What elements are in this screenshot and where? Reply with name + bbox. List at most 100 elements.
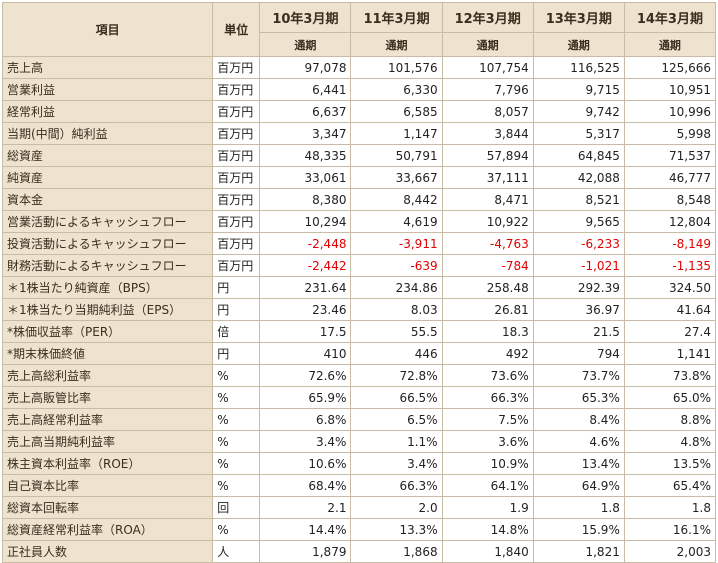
value-cell: 10,922	[441, 210, 534, 233]
value-cell: 794	[532, 342, 625, 365]
row-unit: %	[212, 452, 261, 475]
value-cell: 410	[259, 342, 352, 365]
row-label: 営業活動によるキャッシュフロー	[1, 210, 214, 233]
period-header: 11年3月期	[350, 2, 443, 33]
period-type-header: 通期	[623, 32, 717, 57]
row-unit: 円	[212, 342, 261, 365]
value-cell: 258.48	[441, 276, 534, 299]
row-label: 総資産	[1, 144, 214, 167]
value-cell: 9,742	[532, 100, 625, 123]
value-cell: 1,141	[623, 342, 717, 365]
row-unit: 円	[212, 276, 261, 299]
value-cell: 4.6%	[532, 430, 625, 453]
period-type-header: 通期	[532, 32, 625, 57]
value-cell: 9,565	[532, 210, 625, 233]
value-cell: 64.9%	[532, 474, 625, 497]
period-type-header: 通期	[259, 32, 352, 57]
value-cell: 7,796	[441, 78, 534, 101]
value-cell: 1.9	[441, 496, 534, 519]
value-cell: 3,347	[259, 122, 352, 145]
value-cell: 1,840	[441, 540, 534, 563]
value-cell: 8.8%	[623, 408, 717, 431]
value-cell: 8.03	[350, 298, 443, 321]
row-unit: 円	[212, 298, 261, 321]
value-cell: 8,521	[532, 188, 625, 211]
value-cell: -6,233	[532, 232, 625, 255]
value-cell: 97,078	[259, 56, 352, 79]
table-row: 営業活動によるキャッシュフロー 百万円 10,294 4,619 10,922 9,565…	[1, 210, 717, 233]
table-row: 総資産経常利益率（ROA）% 14.4% 13.3% 14.8% 15.9% 16.1%	[1, 518, 717, 541]
row-unit: 百万円	[212, 144, 261, 167]
table-row: 営業利益 百万円 6,441 6,330 7,796 9,715 10,951	[1, 78, 717, 101]
value-cell: 37,111	[441, 166, 534, 189]
value-cell: 64.1%	[441, 474, 534, 497]
value-cell: 9,715	[532, 78, 625, 101]
value-cell: 1.1%	[350, 430, 443, 453]
value-cell: 324.50	[623, 276, 717, 299]
value-cell: 1,868	[350, 540, 443, 563]
value-cell: -2,442	[259, 254, 352, 277]
value-cell: 55.5	[350, 320, 443, 343]
table-row: 売上高 百万円 97,078 101,576 107,754 116,525 125,666	[1, 56, 717, 79]
value-cell: 65.3%	[532, 386, 625, 409]
table-row: 売上高経常利益率% 6.8% 6.5% 7.5% 8.4% 8.8%	[1, 408, 717, 431]
value-cell: 42,088	[532, 166, 625, 189]
table-row: 財務活動によるキャッシュフロー 百万円 -2,442 -639 -784 -1,021 -1…	[1, 254, 717, 277]
value-cell: 14.8%	[441, 518, 534, 541]
table-row: 株主資本利益率（ROE）% 10.6% 3.4% 10.9% 13.4% 13.5%	[1, 452, 717, 475]
value-cell: -639	[350, 254, 443, 277]
value-cell: 65.9%	[259, 386, 352, 409]
value-cell: 17.5	[259, 320, 352, 343]
row-unit: %	[212, 518, 261, 541]
row-unit: 百万円	[212, 166, 261, 189]
value-cell: 1,879	[259, 540, 352, 563]
value-cell: 3.4%	[350, 452, 443, 475]
row-label: 資本金	[1, 188, 214, 211]
value-cell: 6,330	[350, 78, 443, 101]
row-unit: %	[212, 364, 261, 387]
row-unit: %	[212, 474, 261, 497]
value-cell: 234.86	[350, 276, 443, 299]
value-cell: 13.5%	[623, 452, 717, 475]
value-cell: 3.4%	[259, 430, 352, 453]
row-unit: %	[212, 430, 261, 453]
value-cell: 73.7%	[532, 364, 625, 387]
value-cell: -1,021	[532, 254, 625, 277]
row-label: *期末株価終値	[1, 342, 214, 365]
table-row: *株価収益率（PER）倍 17.5 55.5 18.3 21.5 27.4	[1, 320, 717, 343]
table-row: 総資本回転率回 2.1 2.0 1.9 1.8 1.8	[1, 496, 717, 519]
value-cell: 107,754	[441, 56, 534, 79]
value-cell: 23.46	[259, 298, 352, 321]
row-unit: 百万円	[212, 232, 261, 255]
row-unit: 百万円	[212, 188, 261, 211]
period-type-header: 通期	[441, 32, 534, 57]
value-cell: 13.3%	[350, 518, 443, 541]
value-cell: 33,061	[259, 166, 352, 189]
value-cell: -2,448	[259, 232, 352, 255]
row-label: 自己資本比率	[1, 474, 214, 497]
value-cell: 10,951	[623, 78, 717, 101]
value-cell: 48,335	[259, 144, 352, 167]
value-cell: 26.81	[441, 298, 534, 321]
row-unit: 百万円	[212, 210, 261, 233]
value-cell: 446	[350, 342, 443, 365]
row-label: 財務活動によるキャッシュフロー	[1, 254, 214, 277]
value-cell: 5,317	[532, 122, 625, 145]
value-cell: 73.6%	[441, 364, 534, 387]
value-cell: 71,537	[623, 144, 717, 167]
value-cell: 27.4	[623, 320, 717, 343]
value-cell: 6,585	[350, 100, 443, 123]
table-row: 経常利益 百万円 6,637 6,585 8,057 9,742 10,996	[1, 100, 717, 123]
value-cell: 16.1%	[623, 518, 717, 541]
value-cell: 4,619	[350, 210, 443, 233]
row-label: ＊1株当たり当期純利益（EPS）	[1, 298, 214, 321]
value-cell: 8,548	[623, 188, 717, 211]
value-cell: 116,525	[532, 56, 625, 79]
period-header: 10年3月期	[259, 2, 352, 33]
value-cell: 292.39	[532, 276, 625, 299]
table-row: 資本金 百万円 8,380 8,442 8,471 8,521 8,548	[1, 188, 717, 211]
table-row: ＊1株当たり当期純利益（EPS）円 23.46 8.03 26.81 36.97 41.6…	[1, 298, 717, 321]
value-cell: 10,294	[259, 210, 352, 233]
table-body: 売上高 百万円 97,078 101,576 107,754 116,525 125,666…	[1, 56, 717, 563]
value-cell: -8,149	[623, 232, 717, 255]
